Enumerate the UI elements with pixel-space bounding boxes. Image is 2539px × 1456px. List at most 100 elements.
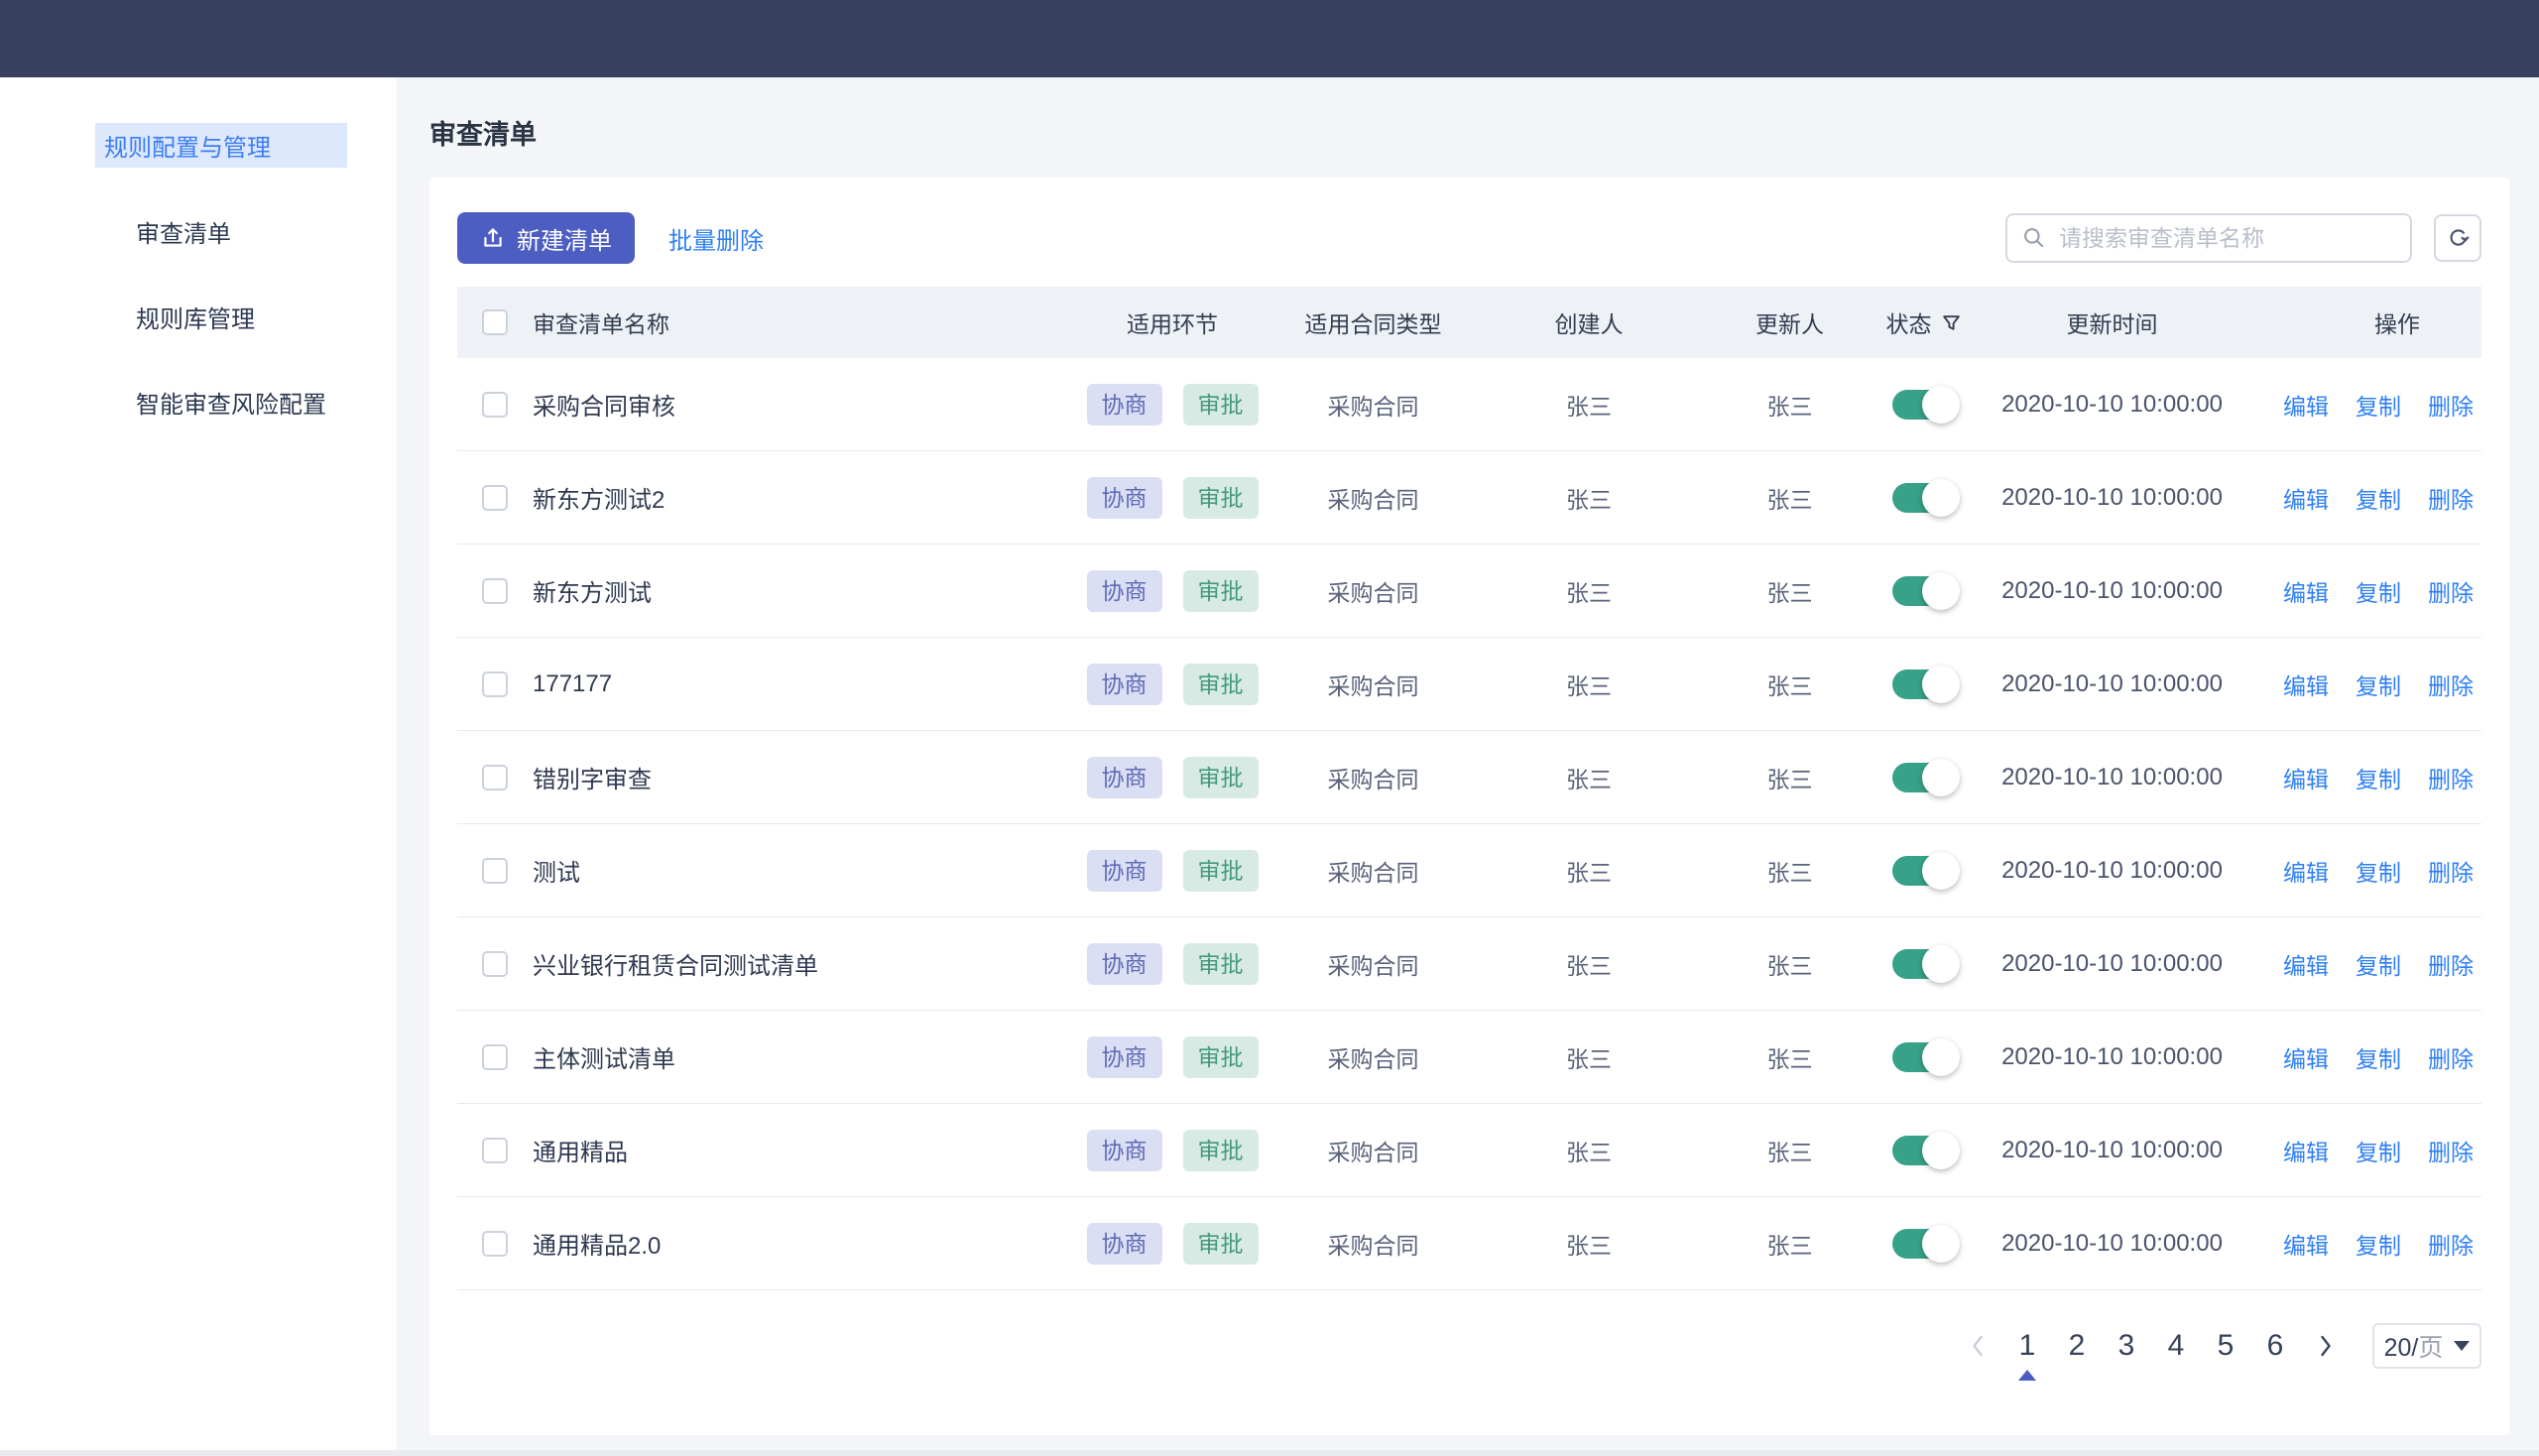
row-action-copy[interactable]: 复制 [2356,859,2401,886]
status-toggle[interactable] [1891,385,1960,424]
contract-type: 采购合同 [1327,952,1419,979]
batch-delete-link[interactable]: 批量删除 [668,227,764,255]
col-header-creator: 创建人 [1554,311,1624,337]
row-checkbox[interactable] [482,1043,508,1070]
row-action-delete[interactable]: 删除 [2428,766,2474,792]
table-row: 新东方测试 协商 审批 采购合同 张三 张三 2020-10-10 10:00:0… [457,545,2481,638]
row-checkbox[interactable] [482,857,508,884]
updater: 张三 [1766,393,1813,420]
main-content: 审查清单 新建清单 批量删除 [397,77,2539,1456]
row-checkbox[interactable] [482,1137,508,1163]
row-action-delete[interactable]: 删除 [2428,952,2474,979]
row-action-delete[interactable]: 删除 [2428,393,2474,420]
status-toggle[interactable] [1891,758,1960,796]
updated-time: 2020-10-10 10:00:00 [2001,856,2223,884]
row-actions: 编辑 复制 删除 [2243,947,2481,981]
contract-type: 采购合同 [1327,1232,1419,1259]
sidebar-group-rule-config[interactable]: 规则配置与管理 [95,123,347,168]
prev-page-button[interactable] [1958,1323,1997,1369]
status-toggle[interactable] [1891,1224,1960,1263]
row-checkbox[interactable] [482,950,508,977]
updater: 张三 [1766,952,1813,979]
row-action-delete[interactable]: 删除 [2428,859,2474,886]
row-action-delete[interactable]: 删除 [2428,1232,2474,1259]
updated-time: 2020-10-10 10:00:00 [2001,763,2223,790]
row-action-edit[interactable]: 编辑 [2283,486,2329,513]
row-action-delete[interactable]: 删除 [2428,672,2474,699]
row-checkbox[interactable] [482,391,508,418]
updated-time: 2020-10-10 10:00:00 [2001,1229,2223,1257]
search-input[interactable] [2059,224,2396,252]
stage-tags: 协商 审批 [1063,476,1281,519]
next-page-button[interactable] [2305,1323,2345,1369]
page-number-1[interactable]: 1 [2007,1323,2047,1381]
status-toggle[interactable] [1891,571,1960,610]
row-action-edit[interactable]: 编辑 [2283,766,2329,792]
row-action-edit[interactable]: 编辑 [2283,859,2329,886]
page-size-select[interactable]: 20/页 [2372,1323,2481,1369]
stage-tag: 审批 [1182,1035,1259,1078]
filter-icon[interactable] [1941,312,1962,333]
row-actions: 编辑 复制 删除 [2243,1040,2481,1074]
status-toggle[interactable] [1891,478,1960,517]
row-action-edit[interactable]: 编辑 [2283,952,2329,979]
status-toggle[interactable] [1891,665,1960,703]
status-toggle[interactable] [1891,1131,1960,1169]
row-action-edit[interactable]: 编辑 [2283,1045,2329,1072]
row-actions: 编辑 复制 删除 [2243,761,2481,794]
stage-tags: 协商 审批 [1063,849,1281,892]
page-number-5[interactable]: 5 [2217,1329,2235,1362]
new-checklist-button[interactable]: 新建清单 [457,212,635,264]
row-action-delete[interactable]: 删除 [2428,1045,2474,1072]
row-checkbox[interactable] [482,1230,508,1257]
page-number-6[interactable]: 6 [2266,1329,2284,1362]
row-action-edit[interactable]: 编辑 [2283,1232,2329,1259]
row-action-copy[interactable]: 复制 [2356,579,2401,606]
row-action-edit[interactable]: 编辑 [2283,1139,2329,1165]
row-action-edit[interactable]: 编辑 [2283,579,2329,606]
creator: 张三 [1566,579,1612,606]
stage-tags: 协商 审批 [1063,383,1281,425]
stage-tag: 协商 [1086,942,1162,985]
sidebar-item-rule-library[interactable]: 规则库管理 [136,305,255,333]
page-number-4[interactable]: 4 [2167,1329,2185,1362]
page-number-2[interactable]: 2 [2068,1329,2086,1362]
row-checkbox[interactable] [482,484,508,511]
sidebar-item-review-checklist[interactable]: 审查清单 [136,220,231,248]
row-action-delete[interactable]: 删除 [2428,1139,2474,1165]
updated-time: 2020-10-10 10:00:00 [2001,390,2223,418]
row-action-copy[interactable]: 复制 [2356,766,2401,792]
row-action-copy[interactable]: 复制 [2356,393,2401,420]
sidebar-item-smart-review-risk[interactable]: 智能审查风险配置 [136,391,326,419]
row-action-copy[interactable]: 复制 [2356,1232,2401,1259]
row-checkbox[interactable] [482,577,508,604]
creator: 张三 [1566,1045,1612,1072]
checklist-name: 通用精品2.0 [533,1233,662,1260]
status-toggle[interactable] [1891,944,1960,983]
checklist-table: 审查清单名称 适用环节 适用合同类型 创建人 更新人 状态 更新时间 [457,287,2481,1290]
row-checkbox[interactable] [482,670,508,697]
table-row: 通用精品2.0 协商 审批 采购合同 张三 张三 2020-10-10 10:00… [457,1197,2481,1290]
row-action-copy[interactable]: 复制 [2356,1045,2401,1072]
row-action-copy[interactable]: 复制 [2356,952,2401,979]
checklist-name: 新东方测试 [533,580,652,607]
status-toggle[interactable] [1891,1037,1960,1076]
row-action-delete[interactable]: 删除 [2428,486,2474,513]
select-all-checkbox[interactable] [482,309,508,335]
col-header-name: 审查清单名称 [533,311,669,337]
row-action-copy[interactable]: 复制 [2356,1139,2401,1165]
horizontal-scrollbar[interactable] [0,1450,2539,1456]
row-action-copy[interactable]: 复制 [2356,672,2401,699]
row-action-delete[interactable]: 删除 [2428,579,2474,606]
row-action-copy[interactable]: 复制 [2356,486,2401,513]
contract-type: 采购合同 [1327,486,1419,513]
row-actions: 编辑 复制 删除 [2243,667,2481,701]
row-checkbox[interactable] [482,764,508,790]
refresh-button[interactable] [2434,214,2481,262]
row-action-edit[interactable]: 编辑 [2283,672,2329,699]
table-row: 主体测试清单 协商 审批 采购合同 张三 张三 2020-10-10 10:00:… [457,1011,2481,1104]
stage-tag: 协商 [1086,383,1162,425]
row-action-edit[interactable]: 编辑 [2283,393,2329,420]
status-toggle[interactable] [1891,851,1960,890]
page-number-3[interactable]: 3 [2117,1329,2135,1362]
